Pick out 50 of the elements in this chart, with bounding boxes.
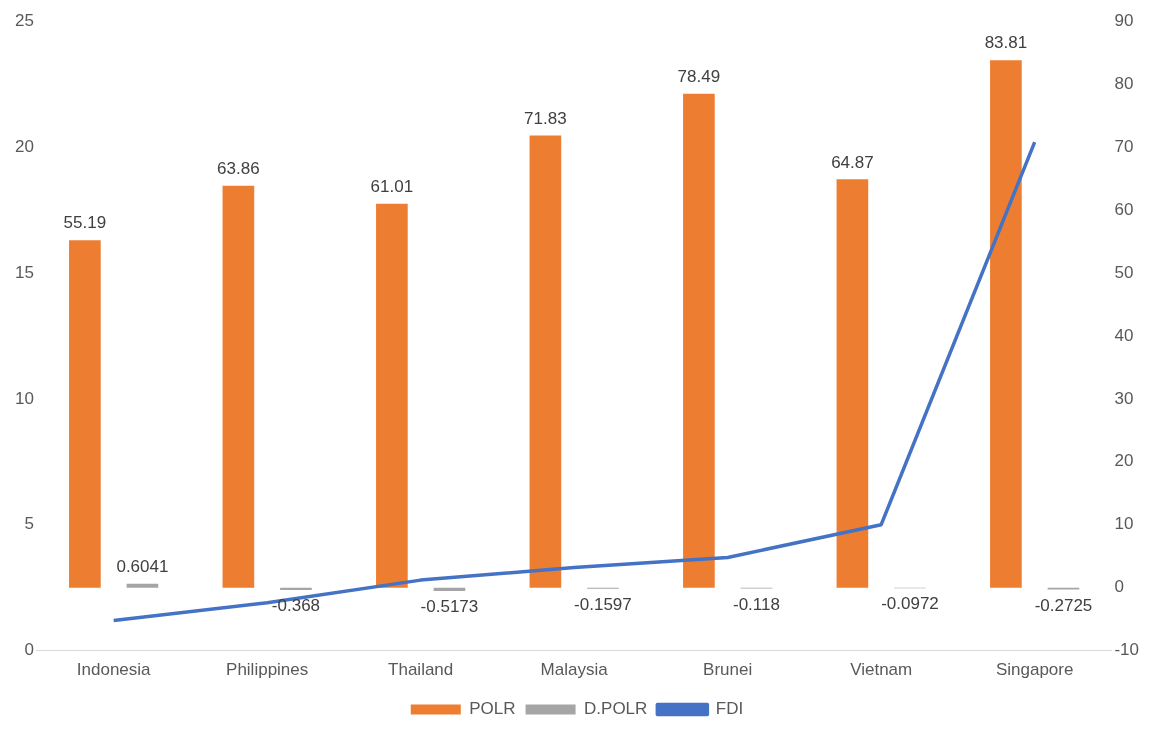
bar <box>222 185 255 588</box>
bar <box>126 583 159 588</box>
x-tick-label: Singapore <box>995 660 1074 680</box>
data-label: 78.49 <box>677 66 721 86</box>
y2-tick-label: -10 <box>1114 640 1140 660</box>
y2-tick-label: 10 <box>1114 514 1134 534</box>
data-label: -0.5173 <box>420 597 479 617</box>
data-label: 0.6041 <box>116 557 169 577</box>
y2-tick-label: 60 <box>1114 199 1134 219</box>
bar <box>69 240 101 588</box>
y-tick-label: 15 <box>14 262 34 282</box>
bar <box>683 93 715 588</box>
legend-label: FDI <box>715 699 744 719</box>
data-label: -0.1597 <box>574 594 632 614</box>
y2-tick-label: 20 <box>1114 451 1134 471</box>
y2-tick-label: 70 <box>1114 136 1134 156</box>
y2-tick-label: 90 <box>1114 10 1134 30</box>
x-tick-label: Malaysia <box>540 660 609 680</box>
x-tick-label: Philippines <box>226 660 309 680</box>
y2-tick-label: 50 <box>1114 262 1134 282</box>
data-label: -0.368 <box>271 596 321 616</box>
data-label: 71.83 <box>524 108 567 128</box>
data-label: 64.87 <box>831 152 874 172</box>
y-tick-label: 10 <box>14 388 34 408</box>
x-tick-label: Thailand <box>388 660 454 680</box>
data-label: 55.19 <box>63 213 107 233</box>
y-tick-label: 25 <box>14 10 34 30</box>
data-label: -0.118 <box>732 594 780 614</box>
y-tick-label: 5 <box>24 514 34 534</box>
legend-label: D.POLR <box>584 699 648 719</box>
x-tick-label: Indonesia <box>76 660 152 680</box>
y2-tick-label: 80 <box>1114 73 1134 93</box>
y-tick-label: 0 <box>24 640 34 660</box>
bar <box>433 587 466 591</box>
y2-tick-label: 40 <box>1114 325 1134 345</box>
y2-tick-label: 0 <box>1114 577 1124 597</box>
data-label: -0.2725 <box>1034 595 1093 615</box>
bar <box>836 179 869 588</box>
data-label: -0.0972 <box>881 594 939 614</box>
data-label: 61.01 <box>370 176 414 196</box>
y2-tick-label: 30 <box>1114 388 1134 408</box>
x-tick-label: Vietnam <box>850 660 913 680</box>
x-tick-label: Brunei <box>703 660 753 680</box>
data-label: 83.81 <box>984 33 1028 53</box>
y-tick-label: 20 <box>14 136 34 156</box>
bar <box>529 135 562 588</box>
legend-label: POLR <box>469 699 516 719</box>
bar <box>990 60 1022 588</box>
data-label: 63.86 <box>217 158 260 178</box>
bar <box>376 203 408 588</box>
